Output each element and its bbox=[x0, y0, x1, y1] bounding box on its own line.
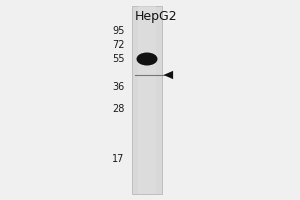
Bar bbox=[138, 6, 156, 194]
Text: 36: 36 bbox=[112, 82, 124, 92]
Text: 95: 95 bbox=[112, 26, 124, 36]
Text: 28: 28 bbox=[112, 104, 124, 114]
Text: 72: 72 bbox=[112, 40, 124, 50]
Text: 17: 17 bbox=[112, 154, 124, 164]
Text: 55: 55 bbox=[112, 54, 124, 64]
Text: HepG2: HepG2 bbox=[135, 10, 177, 23]
Polygon shape bbox=[164, 71, 173, 79]
Bar bbox=[132, 6, 162, 194]
Ellipse shape bbox=[136, 52, 158, 66]
